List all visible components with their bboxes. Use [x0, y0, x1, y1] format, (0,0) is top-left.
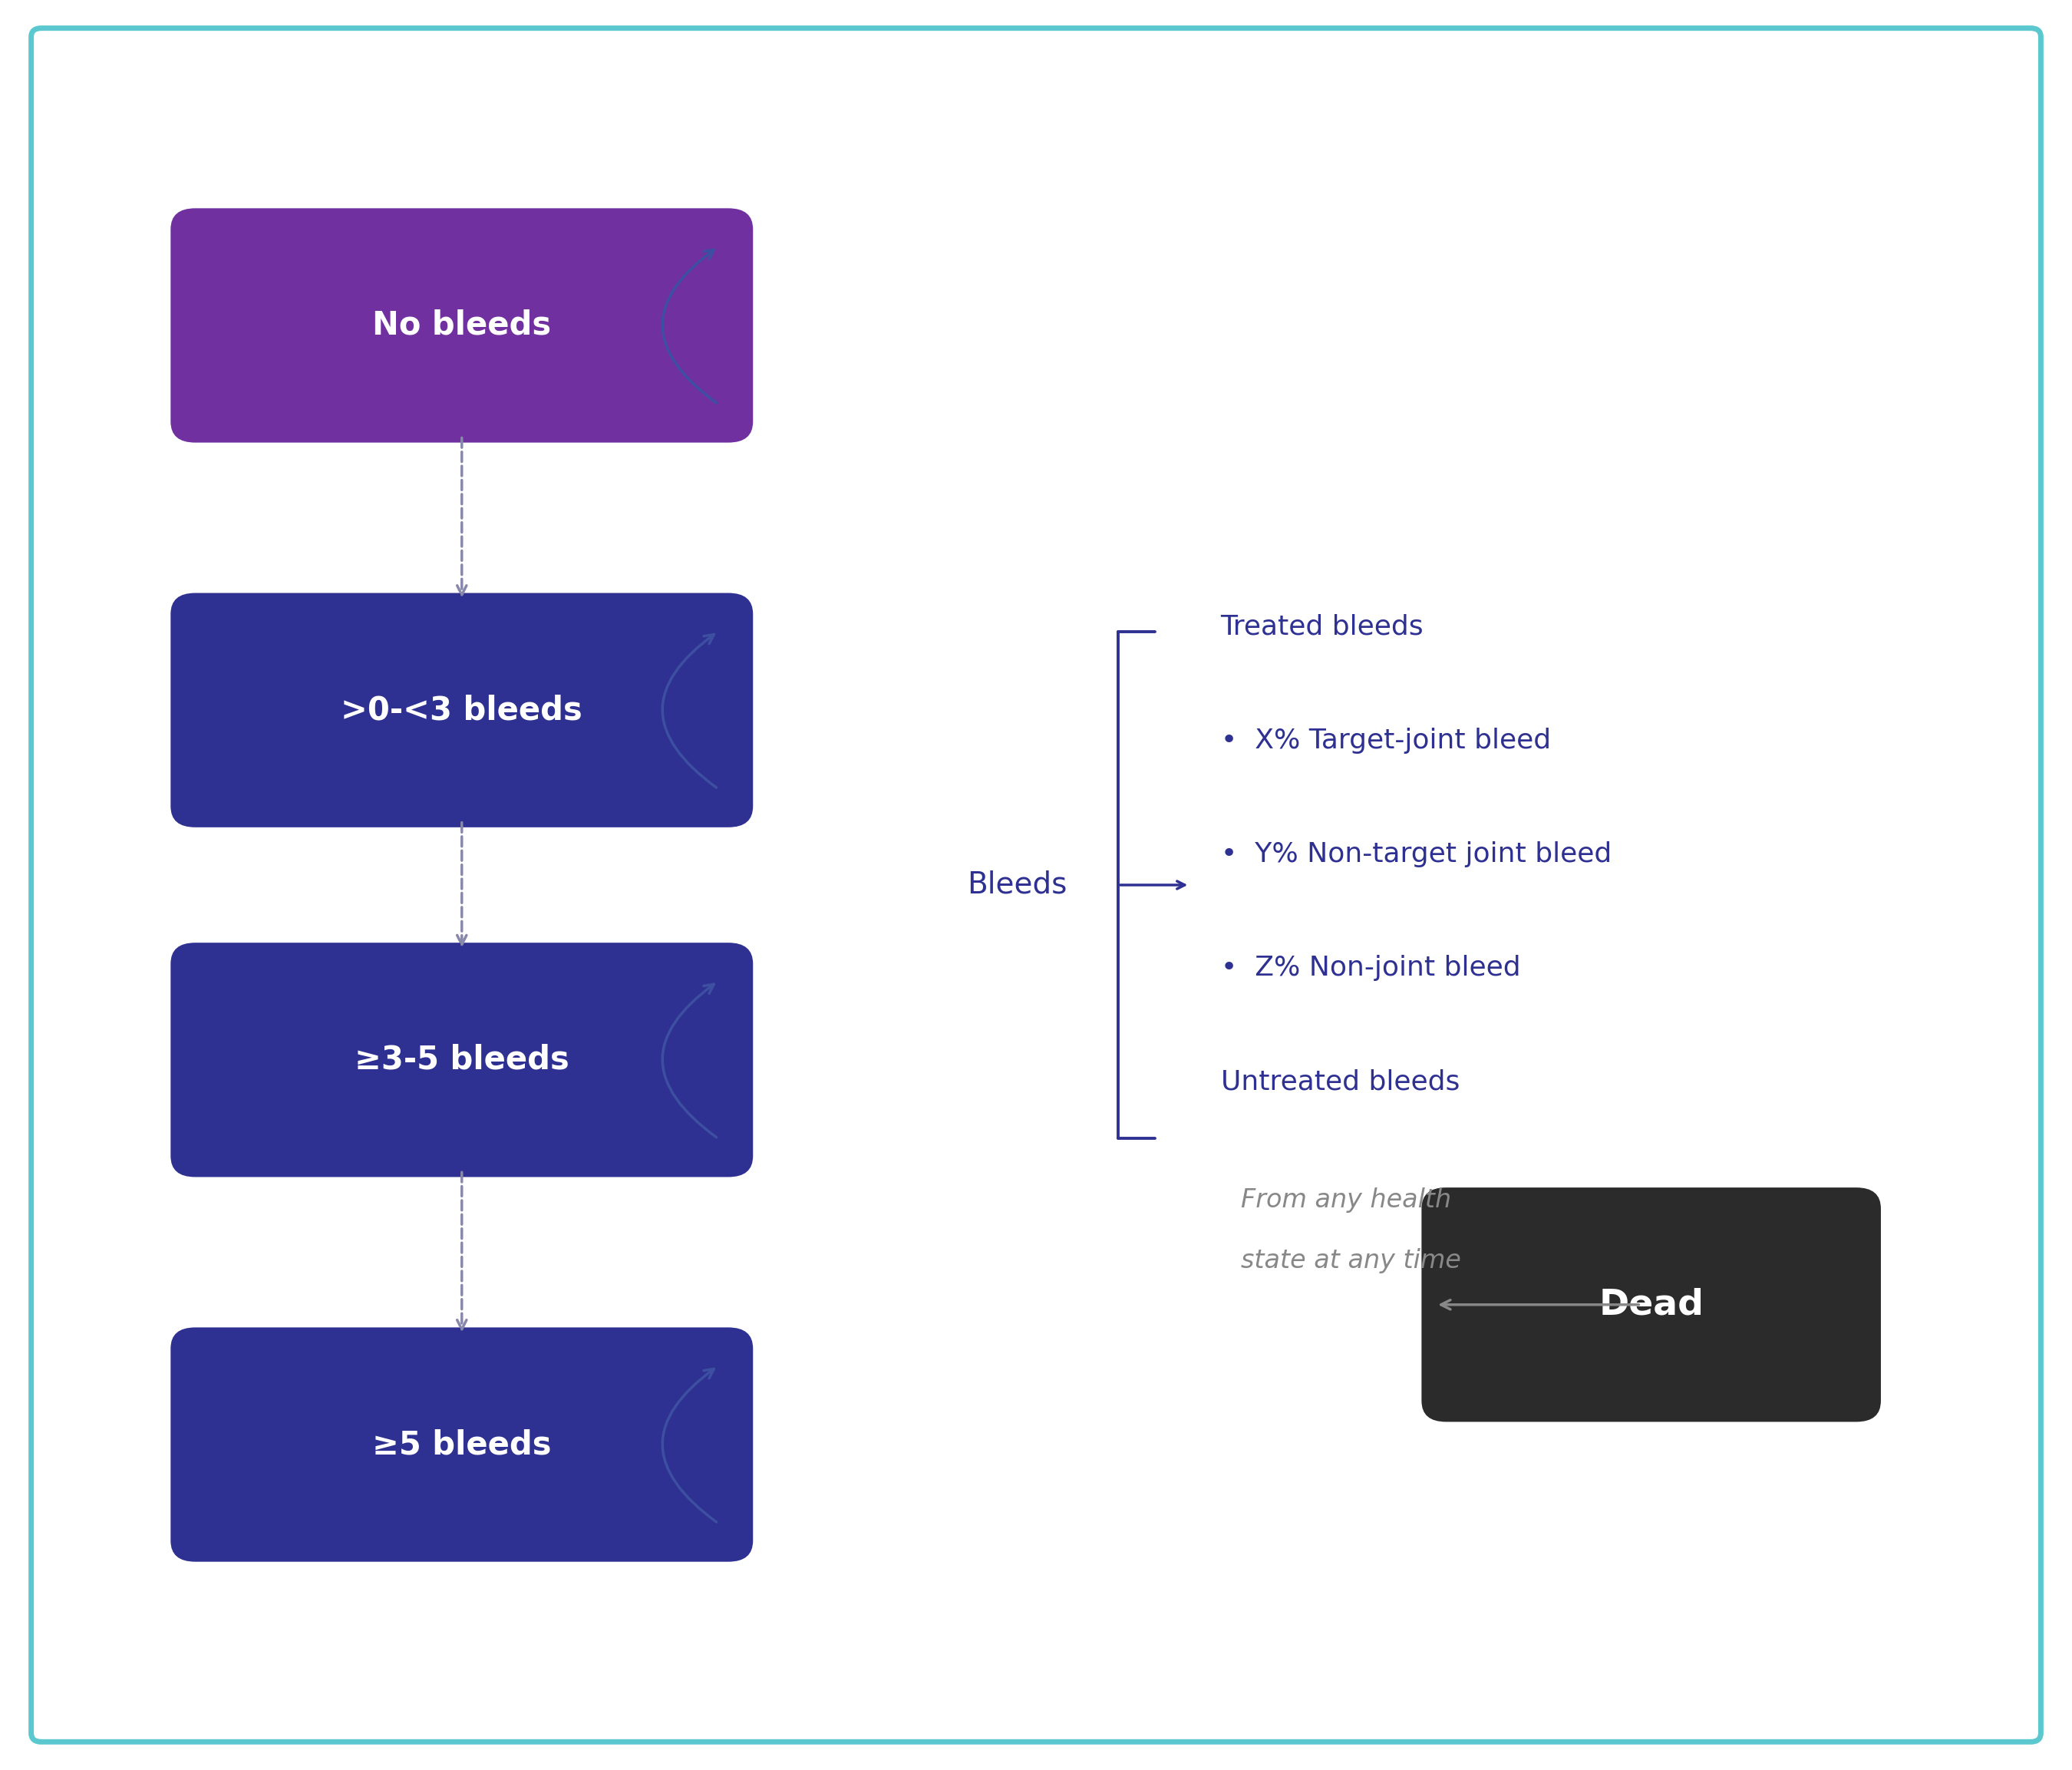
FancyBboxPatch shape — [170, 943, 752, 1177]
Text: •  X% Target-joint bleed: • X% Target-joint bleed — [1220, 727, 1550, 754]
Text: •  Z% Non-joint bleed: • Z% Non-joint bleed — [1220, 956, 1521, 981]
FancyBboxPatch shape — [1421, 1188, 1881, 1421]
FancyBboxPatch shape — [31, 28, 2041, 1742]
Text: >0-<3 bleeds: >0-<3 bleeds — [342, 694, 582, 726]
Text: From any health: From any health — [1241, 1188, 1450, 1212]
Text: state at any time: state at any time — [1241, 1248, 1461, 1274]
Text: Treated bleeds: Treated bleeds — [1220, 614, 1423, 641]
Text: Dead: Dead — [1600, 1287, 1703, 1322]
FancyBboxPatch shape — [170, 593, 752, 827]
Text: ≥3-5 bleeds: ≥3-5 bleeds — [354, 1044, 570, 1076]
Text: Bleeds: Bleeds — [968, 871, 1067, 899]
Text: ≥5 bleeds: ≥5 bleeds — [373, 1428, 551, 1460]
Text: No bleeds: No bleeds — [373, 310, 551, 342]
FancyBboxPatch shape — [170, 1328, 752, 1561]
FancyBboxPatch shape — [170, 209, 752, 442]
Text: Untreated bleeds: Untreated bleeds — [1220, 1069, 1459, 1094]
Text: •  Y% Non-target joint bleed: • Y% Non-target joint bleed — [1220, 841, 1612, 867]
